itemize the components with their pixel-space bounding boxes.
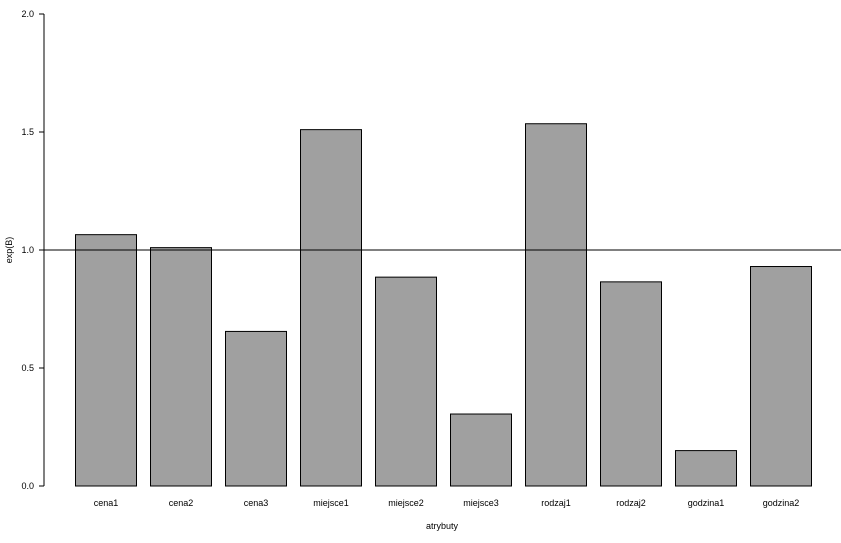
x-tick-label: miejsce1 [313, 498, 349, 508]
bar-miejsce3 [450, 413, 512, 487]
x-axis-title: atrybuty [426, 521, 459, 531]
x-tick-label: rodzaj2 [616, 498, 646, 508]
bar-miejsce2 [375, 276, 437, 487]
bar-godzina2 [750, 266, 812, 487]
y-tick-label: 0.0 [21, 481, 34, 491]
bar-rodzaj1 [525, 123, 587, 487]
x-tick-label: miejsce2 [388, 498, 424, 508]
x-tick-label: godzina1 [688, 498, 725, 508]
y-axis: 0.0 0.5 1.0 1.5 2.0 [21, 9, 45, 491]
x-tick-label: cena1 [94, 498, 119, 508]
y-tick-label: 2.0 [21, 9, 34, 19]
y-tick-label: 1.5 [21, 127, 34, 137]
x-axis: cena1 cena2 cena3 miejsce1 miejsce2 miejsce3 r… [94, 498, 800, 508]
x-tick-label: cena3 [244, 498, 269, 508]
y-tick-label: 0.5 [21, 363, 34, 373]
bar-godzina1 [675, 450, 737, 487]
x-tick-label: rodzaj1 [541, 498, 571, 508]
y-axis-title: exp(B) [4, 237, 14, 264]
bar-rodzaj2 [600, 281, 662, 487]
bar-cena1 [75, 234, 137, 487]
y-tick-label: 1.0 [21, 245, 34, 255]
bar-miejsce1 [300, 129, 362, 487]
x-tick-label: miejsce3 [463, 498, 499, 508]
x-tick-label: cena2 [169, 498, 194, 508]
bar-cena3 [225, 330, 287, 487]
bars-layer [75, 123, 812, 487]
bar-cena2 [150, 247, 212, 487]
x-tick-label: godzina2 [763, 498, 800, 508]
